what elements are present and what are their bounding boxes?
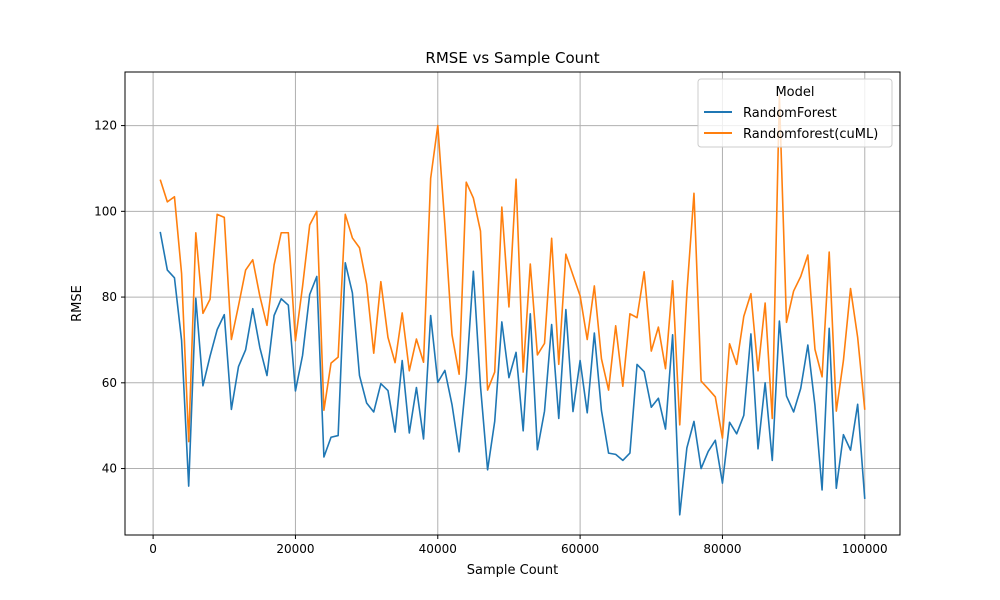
legend-box <box>697 78 893 148</box>
y-tick-label: 120 <box>94 119 117 133</box>
y-tick-label: 100 <box>94 204 117 218</box>
x-tick-label: 100000 <box>842 542 888 556</box>
y-tick-label: 60 <box>102 376 117 390</box>
x-tick-label: 0 <box>149 542 157 556</box>
legend-label-1: RandomForest <box>743 106 837 121</box>
y-tick-label: 80 <box>102 290 117 304</box>
y-tick-label: 40 <box>102 462 117 476</box>
legend-items: RandomForest Randomforest(cuML) <box>704 106 878 142</box>
x-axis-ticks: 0 20000 40000 60000 80000 100000 <box>149 535 888 556</box>
x-axis-title: Sample Count <box>467 563 558 578</box>
y-axis-title: RMSE <box>70 285 85 322</box>
plot-frame <box>124 71 901 536</box>
legend: Model RandomForest Randomforest(cuML) <box>697 78 893 148</box>
legend-label-2: Randomforest(cuML) <box>743 127 878 142</box>
series-line-2 <box>159 94 866 443</box>
x-tick-label: 80000 <box>703 542 741 556</box>
legend-title: Model <box>775 85 814 100</box>
y-axis-ticks: 40 60 80 100 120 <box>94 119 125 476</box>
series-line-1 <box>159 231 866 516</box>
chart-title: RMSE vs Sample Count <box>425 49 599 67</box>
x-tick-label: 60000 <box>561 542 599 556</box>
series-lines <box>159 94 866 516</box>
x-tick-label: 20000 <box>276 542 314 556</box>
x-tick-label: 40000 <box>419 542 457 556</box>
